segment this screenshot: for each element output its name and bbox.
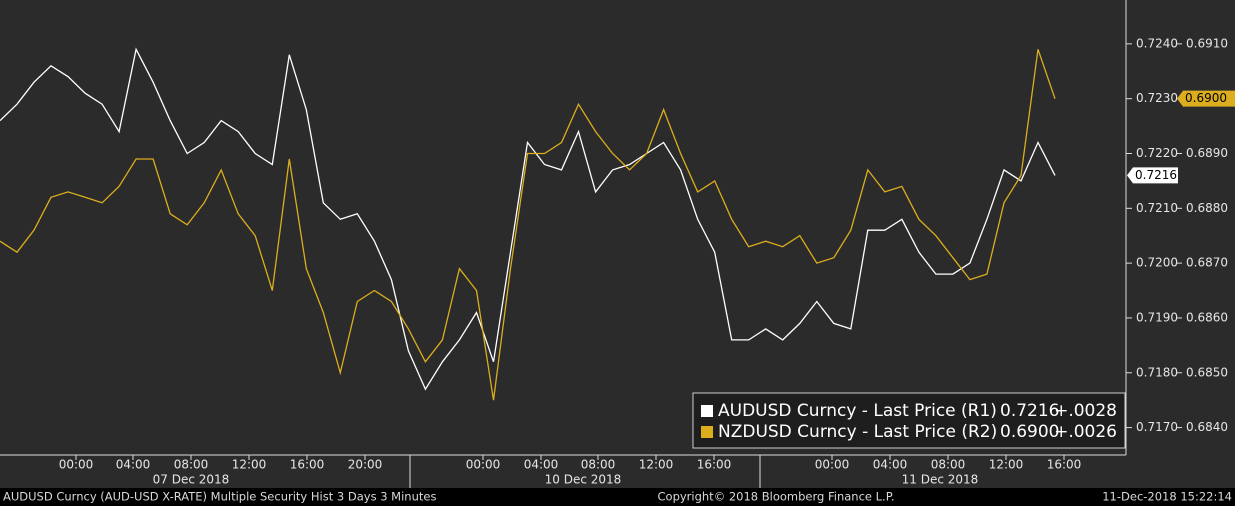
date-label: 10 Dec 2018 (545, 473, 622, 487)
last-value-label: 0.6900 (1185, 91, 1227, 105)
legend-change: +.0028 (1054, 401, 1117, 421)
series-line (0, 47, 1056, 391)
x-tick-label: 00:00 (466, 458, 501, 472)
legend-change: +.0026 (1054, 422, 1117, 442)
y-tick-label: 0.7190 (1136, 310, 1178, 324)
x-tick-label: 12:00 (639, 458, 674, 472)
legend-label: NZDUSD Curncy - Last Price (R2) (718, 422, 997, 442)
x-tick-label: 04:00 (873, 458, 908, 472)
y2-tick-label: 0.6910 (1186, 36, 1228, 50)
x-tick-label: 12:00 (989, 458, 1024, 472)
y-tick-label: 0.7210 (1136, 201, 1178, 215)
y2-tick-label: 0.6870 (1186, 256, 1228, 270)
x-tick-label: 08:00 (581, 458, 616, 472)
x-tick-label: 08:00 (931, 458, 966, 472)
x-tick-label: 16:00 (697, 458, 732, 472)
last-value-tag (1127, 167, 1178, 184)
date-label: 11 Dec 2018 (902, 473, 979, 487)
legend-last: 0.7216 (1000, 401, 1059, 421)
x-tick-label: 04:00 (116, 458, 151, 472)
footer-center: Copyright© 2018 Bloomberg Finance L.P. (658, 490, 895, 504)
x-tick-label: 20:00 (348, 458, 383, 472)
series-line (0, 49, 1056, 401)
x-tick-label: 16:00 (290, 458, 325, 472)
x-tick-label: 16:00 (1047, 458, 1082, 472)
y2-tick-label: 0.6880 (1186, 201, 1228, 215)
y-tick-label: 0.7240 (1136, 36, 1178, 50)
legend-last: 0.6900 (1000, 422, 1059, 442)
y2-tick-label: 0.6860 (1186, 310, 1228, 324)
footer-right: 11-Dec-2018 15:22:14 (1102, 490, 1232, 504)
x-tick-label: 00:00 (59, 458, 94, 472)
x-tick-label: 04:00 (524, 458, 559, 472)
y-tick-label: 0.7170 (1136, 420, 1178, 434)
date-label: 07 Dec 2018 (153, 473, 230, 487)
legend-swatch (701, 405, 713, 417)
legend-swatch (701, 426, 713, 438)
y-tick-label: 0.7180 (1136, 365, 1178, 379)
y2-tick-label: 0.6840 (1186, 420, 1228, 434)
x-tick-label: 00:00 (815, 458, 850, 472)
x-tick-label: 08:00 (174, 458, 209, 472)
footer-bar (0, 488, 1235, 506)
last-value-label: 0.7216 (1135, 168, 1177, 182)
y-tick-label: 0.7230 (1136, 91, 1178, 105)
y-tick-label: 0.7200 (1136, 256, 1178, 270)
legend-box (692, 392, 1126, 449)
footer-left: AUDUSD Curncy (AUD-USD X-RATE) Multiple … (3, 490, 436, 504)
y-tick-label: 0.7220 (1136, 146, 1178, 160)
x-tick-label: 12:00 (232, 458, 267, 472)
legend-label: AUDUSD Curncy - Last Price (R1) (718, 401, 997, 421)
y2-tick-label: 0.6890 (1186, 146, 1228, 160)
last-value-tag (1177, 90, 1235, 107)
y2-tick-label: 0.6850 (1186, 365, 1228, 379)
